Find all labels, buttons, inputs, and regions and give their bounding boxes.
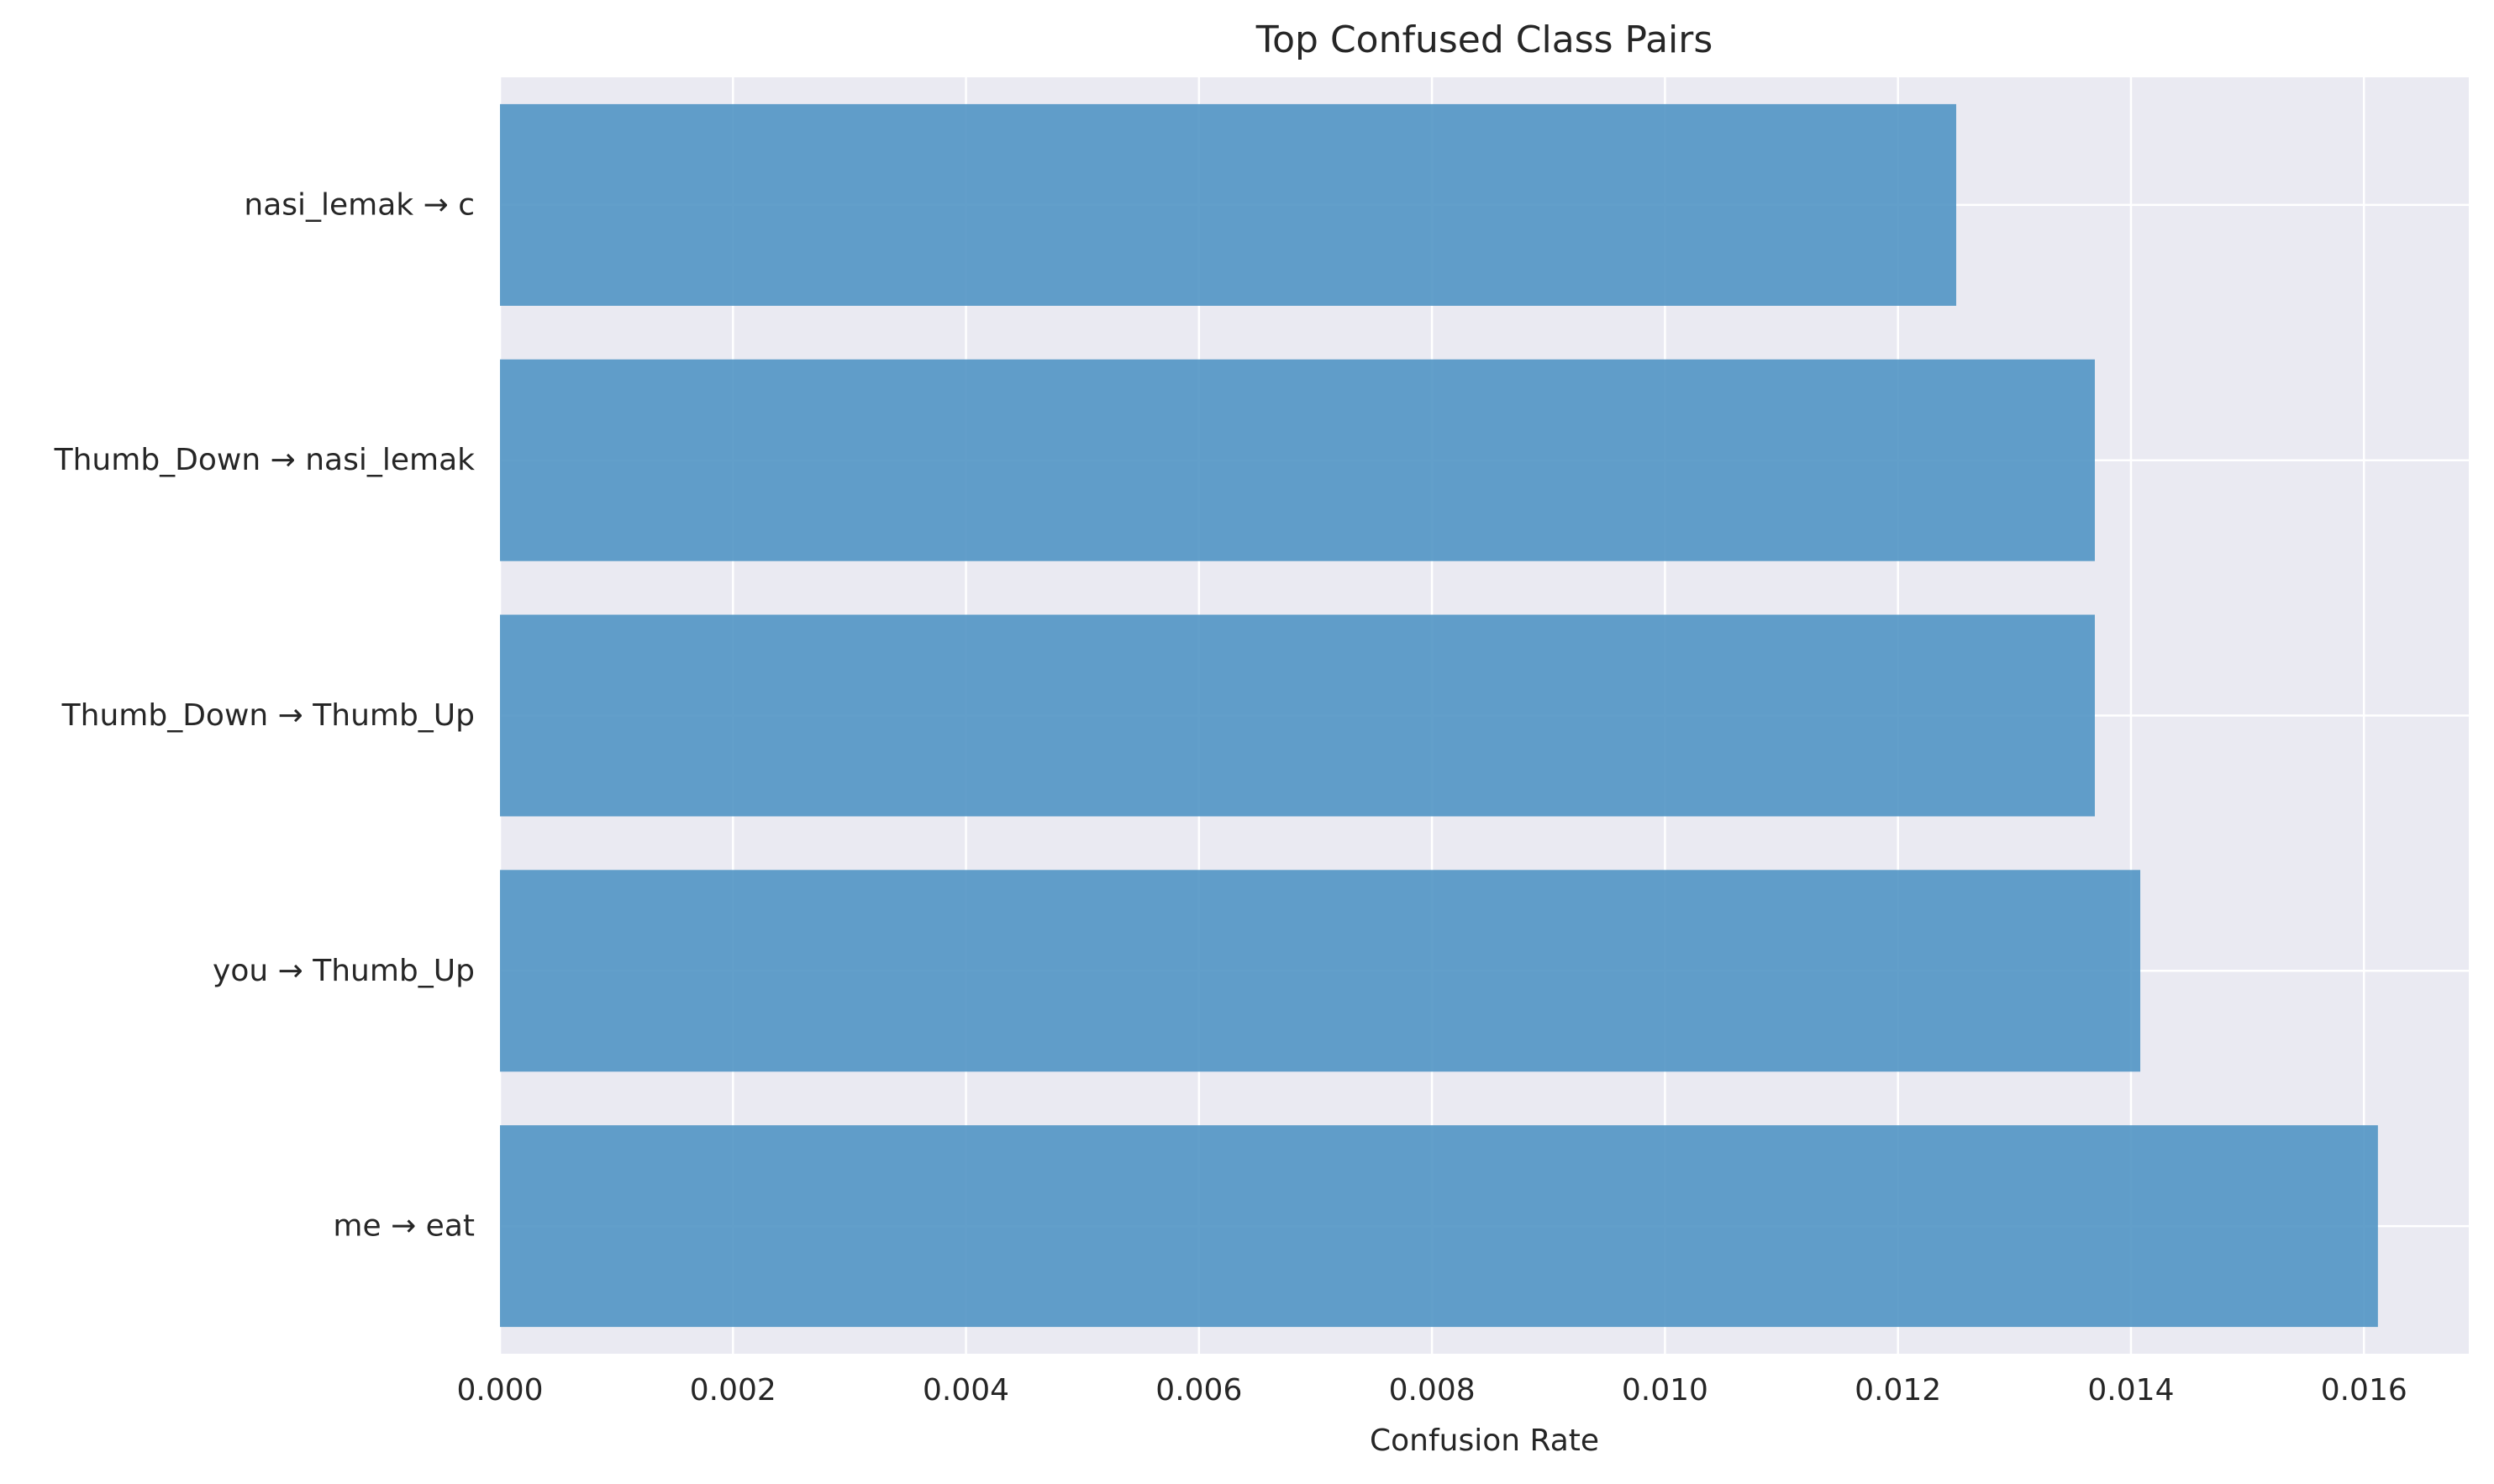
bar (500, 870, 2141, 1072)
y-tick-label: nasi_lemak → c (244, 187, 475, 222)
x-tick-label: 0.016 (2321, 1373, 2407, 1408)
x-tick-label: 0.002 (690, 1373, 776, 1408)
x-tick-label: 0.014 (2087, 1373, 2174, 1408)
x-tick-label: 0.006 (1155, 1373, 1242, 1408)
chart-title: Top Confused Class Pairs (1255, 18, 1713, 61)
y-tick-label: me → eat (333, 1209, 475, 1244)
y-tick-label: Thumb_Down → Thumb_Up (61, 698, 475, 733)
bar (500, 103, 1956, 306)
x-axis-label: Confusion Rate (1370, 1423, 1599, 1458)
y-tick-label: you → Thumb_Up (213, 954, 475, 988)
x-tick-label: 0.008 (1389, 1373, 1476, 1408)
x-tick-label: 0.010 (1622, 1373, 1708, 1408)
x-tick-label: 0.004 (923, 1373, 1009, 1408)
x-tick-labels: 0.000 0.002 0.004 0.006 0.008 0.010 0.012 0.014… (456, 1373, 2407, 1408)
bar (500, 1125, 2378, 1328)
bar (500, 614, 2095, 817)
y-tick-label: Thumb_Down → nasi_lemak (54, 443, 476, 477)
y-tick-labels: me → eat you → Thumb_Up Thumb_Down → Thumb… (54, 187, 476, 1243)
x-tick-label: 0.012 (1855, 1373, 1941, 1408)
x-tick-label: 0.000 (456, 1373, 543, 1408)
bar (500, 359, 2095, 561)
bars (500, 103, 2378, 1328)
